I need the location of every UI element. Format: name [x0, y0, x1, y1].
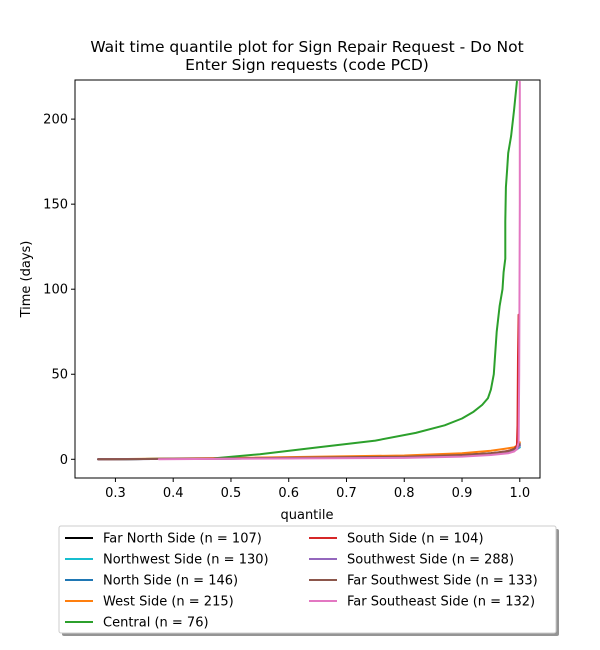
- legend-label-1: Northwest Side (n = 130): [103, 553, 269, 568]
- legend-label-7: Far Southwest Side (n = 133): [347, 574, 538, 589]
- x-tick-label: 0.6: [278, 486, 299, 501]
- y-tick-label: 0: [60, 453, 68, 468]
- legend-label-3: West Side (n = 215): [103, 595, 234, 610]
- chart-title: Wait time quantile plot for Sign Repair …: [90, 38, 523, 74]
- x-tick-label: 0.5: [221, 486, 242, 501]
- x-tick-label: 0.4: [163, 486, 184, 501]
- y-tick-label: 200: [43, 113, 68, 128]
- x-tick-label: 0.8: [394, 486, 415, 501]
- legend-label-2: North Side (n = 146): [103, 574, 238, 589]
- y-axis: 0 50 100 150 200: [43, 113, 75, 468]
- legend: Far North Side (n = 107) Northwest Side (…: [58, 525, 559, 636]
- x-tick-label: 0.3: [105, 486, 126, 501]
- x-tick-label: 1.0: [509, 486, 530, 501]
- legend-label-6: Southwest Side (n = 288): [347, 553, 514, 568]
- y-axis-label: Time (days): [19, 241, 34, 319]
- series-line-4: [97, 80, 518, 461]
- x-tick-label: 0.7: [336, 486, 357, 501]
- legend-label-0: Far North Side (n = 107): [103, 532, 262, 547]
- legend-label-4: Central (n = 76): [103, 616, 209, 631]
- y-tick-label: 150: [43, 198, 68, 213]
- legend-label-8: Far Southeast Side (n = 132): [347, 595, 535, 610]
- x-axis: 0.3 0.4 0.5 0.6 0.7 0.8 0.9 1.0: [105, 478, 530, 501]
- x-axis-label: quantile: [280, 508, 333, 523]
- y-tick-label: 100: [43, 283, 68, 298]
- chart-title-line-1: Wait time quantile plot for Sign Repair …: [90, 38, 523, 56]
- x-tick-label: 0.9: [452, 486, 473, 501]
- legend-items: Far North Side (n = 107) Northwest Side (…: [65, 532, 538, 631]
- y-tick-label: 50: [51, 368, 68, 383]
- plot-area-frame: [74, 79, 541, 479]
- legend-label-5: South Side (n = 104): [347, 532, 484, 547]
- series-line-8: [157, 80, 521, 461]
- series-layer: [97, 80, 521, 461]
- chart-title-line-2: Enter Sign requests (code PCD): [185, 56, 429, 74]
- legend-frame: [58, 525, 557, 634]
- series-line-5: [97, 313, 520, 461]
